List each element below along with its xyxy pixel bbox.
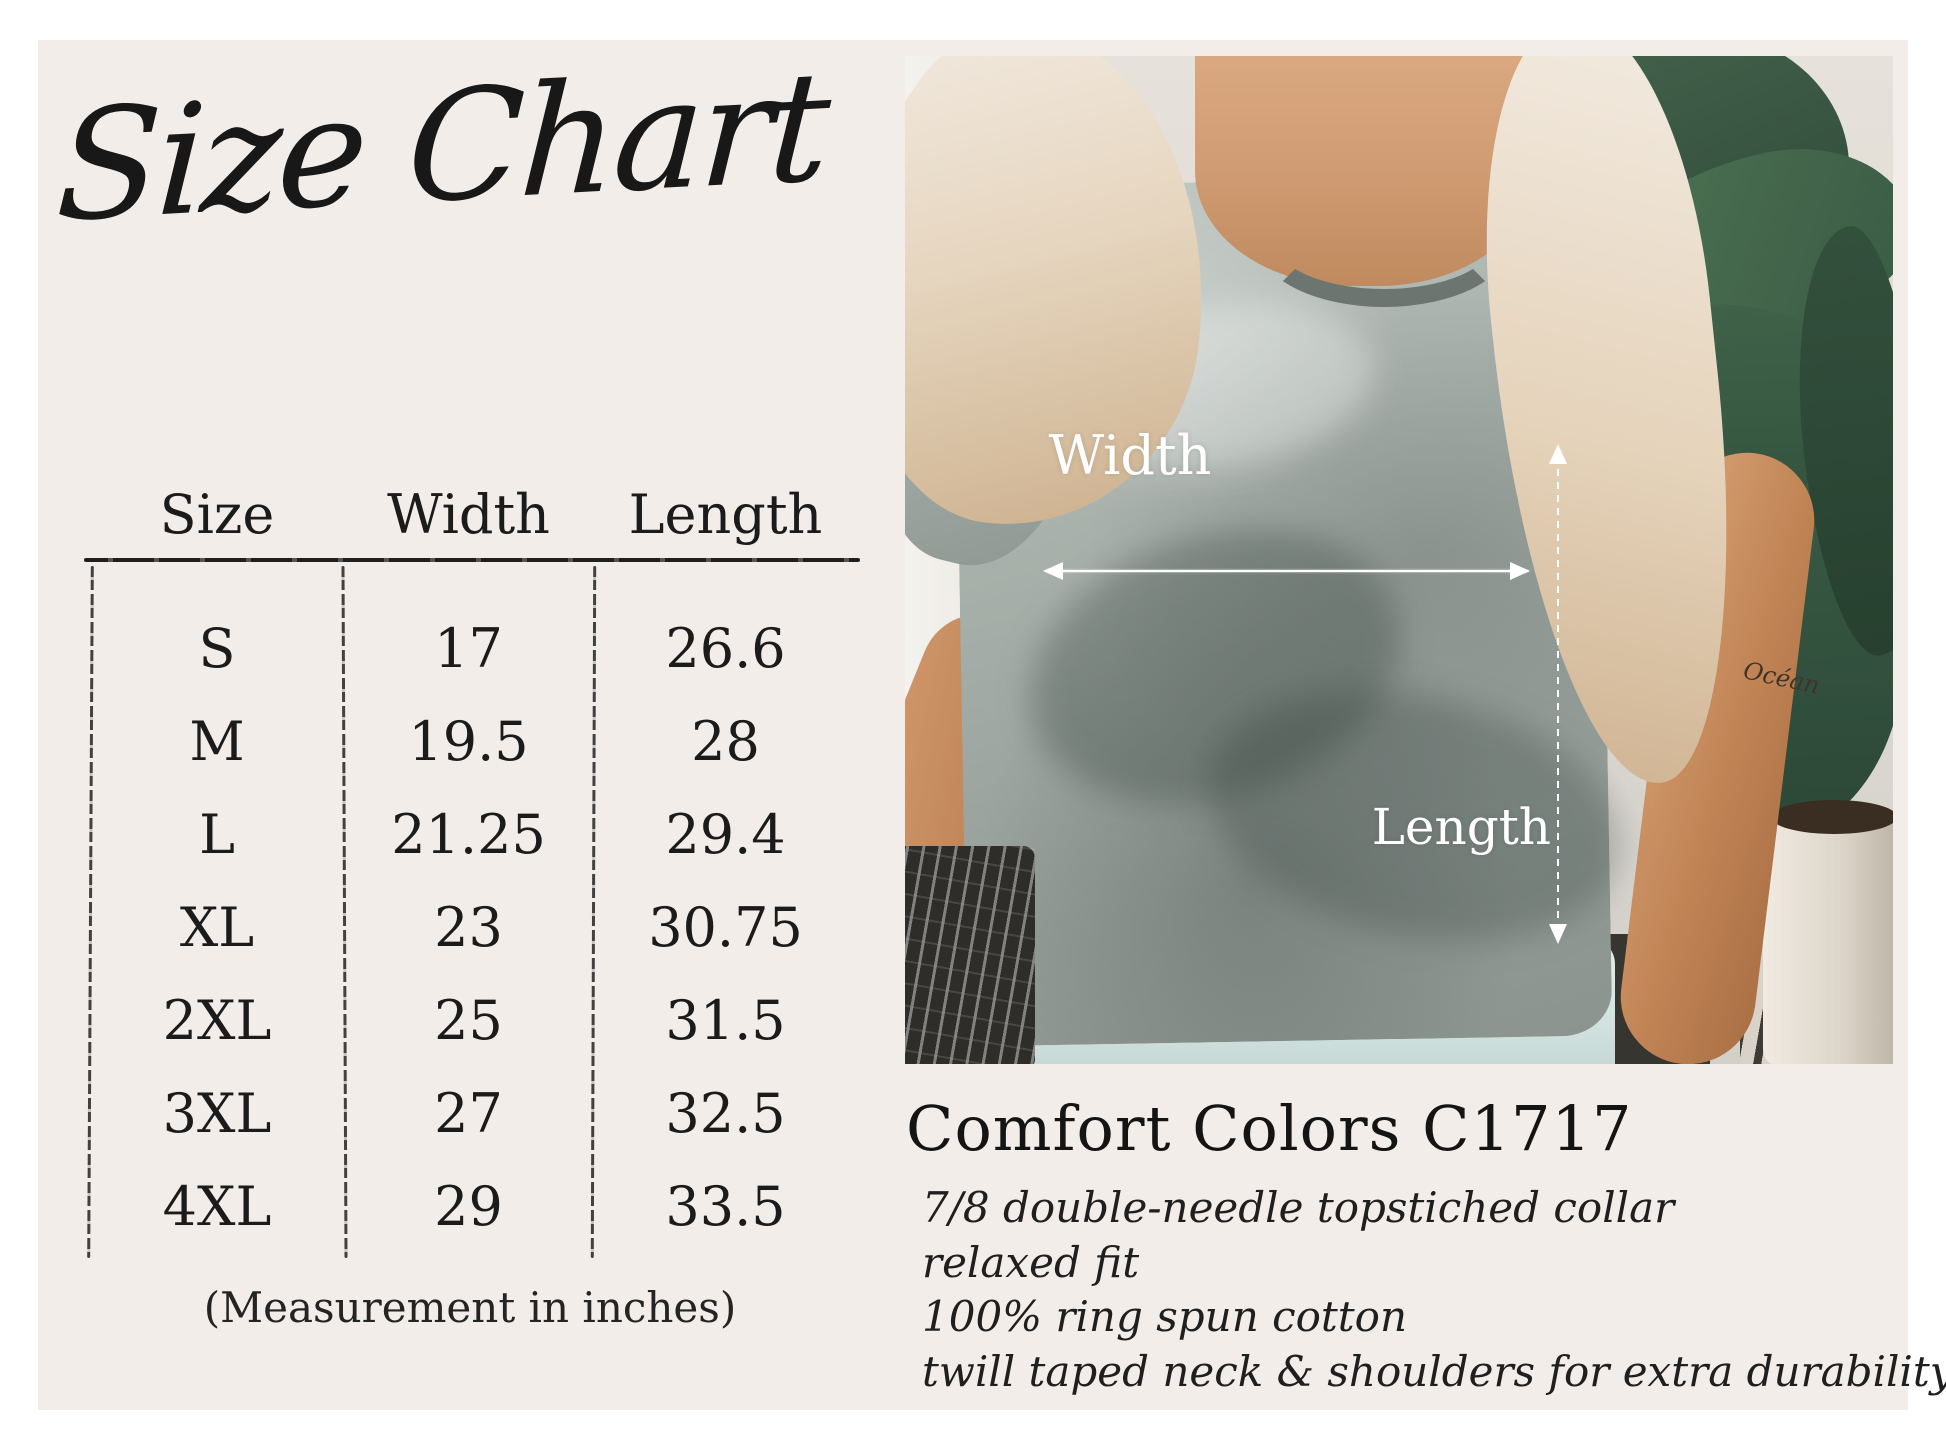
cell-length: 26.6 bbox=[665, 617, 786, 680]
column-header-width: Width bbox=[387, 483, 550, 546]
pot-soil bbox=[1771, 800, 1893, 834]
product-feature: 7/8 double-needle topstiched collar bbox=[922, 1183, 1675, 1232]
cell-size: XL bbox=[179, 896, 255, 959]
cell-size: 3XL bbox=[162, 1082, 272, 1145]
width-annotation-label: Width bbox=[1048, 424, 1212, 487]
cell-size: L bbox=[199, 803, 235, 866]
cell-width: 17 bbox=[434, 617, 503, 680]
cell-size: M bbox=[189, 710, 245, 773]
patterned-blanket bbox=[905, 846, 1035, 1064]
cell-width: 23 bbox=[434, 896, 503, 959]
product-feature: relaxed fit bbox=[922, 1238, 1140, 1287]
cell-size: 4XL bbox=[162, 1175, 272, 1238]
tshirt-collar bbox=[1257, 176, 1511, 307]
product-photo: Océan Width Length bbox=[905, 56, 1893, 1064]
cell-width: 25 bbox=[434, 989, 503, 1052]
column-header-length: Length bbox=[628, 483, 823, 546]
cell-length: 28 bbox=[691, 710, 760, 773]
length-annotation-label: Length bbox=[1371, 798, 1551, 856]
product-feature: 100% ring spun cotton bbox=[922, 1292, 1408, 1341]
width-arrowhead-right bbox=[1510, 562, 1530, 580]
product-name: Comfort Colors C1717 bbox=[906, 1092, 1633, 1165]
width-arrow-line bbox=[1046, 570, 1528, 572]
cell-length: 32.5 bbox=[665, 1082, 786, 1145]
width-arrowhead-left bbox=[1043, 562, 1063, 580]
planter-pot bbox=[1763, 811, 1893, 1064]
cell-size: 2XL bbox=[162, 989, 272, 1052]
cell-width: 27 bbox=[434, 1082, 503, 1145]
length-arrowhead-bottom bbox=[1549, 924, 1567, 944]
length-arrow-line bbox=[1557, 456, 1559, 932]
cell-length: 31.5 bbox=[665, 989, 786, 1052]
product-feature: twill taped neck & shoulders for extra d… bbox=[922, 1347, 1946, 1396]
cell-length: 30.75 bbox=[648, 896, 803, 959]
cell-width: 19.5 bbox=[408, 710, 529, 773]
cell-length: 29.4 bbox=[665, 803, 786, 866]
length-arrowhead-top bbox=[1549, 444, 1567, 464]
cell-length: 33.5 bbox=[665, 1175, 786, 1238]
measurement-note: (Measurement in inches) bbox=[203, 1283, 737, 1332]
table-header-rule bbox=[84, 558, 860, 562]
column-header-size: Size bbox=[159, 483, 275, 546]
cell-size: S bbox=[198, 617, 236, 680]
cell-width: 29 bbox=[434, 1175, 503, 1238]
cell-width: 21.25 bbox=[391, 803, 546, 866]
